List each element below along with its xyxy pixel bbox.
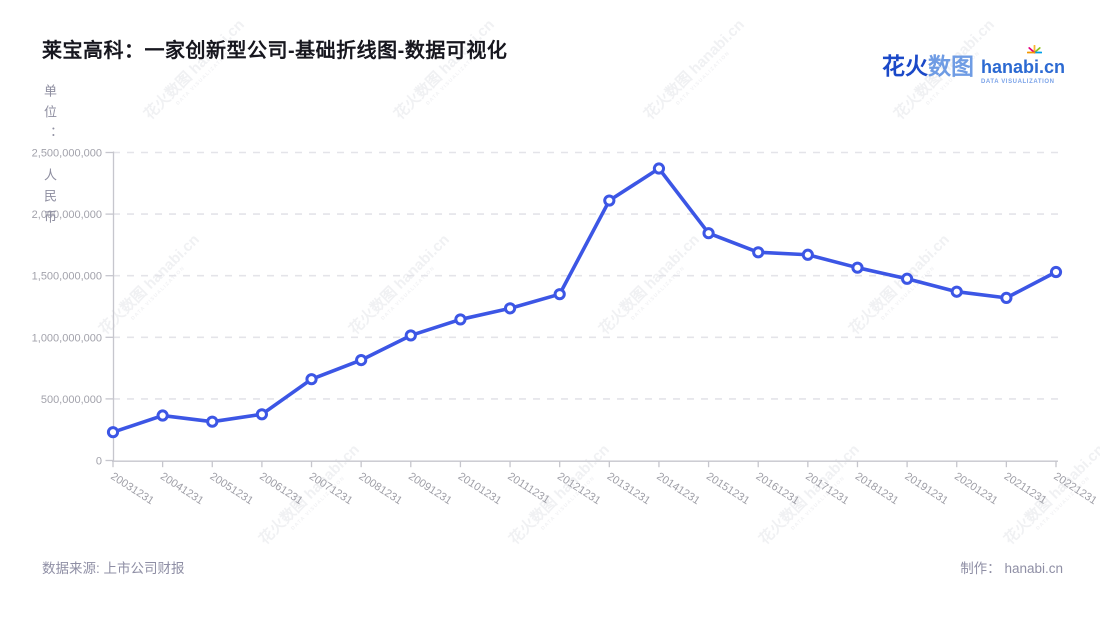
data-point[interactable] [801,248,814,261]
x-tick-label: 20081231 [357,470,405,507]
sparkle-icon [1026,45,1042,54]
data-point[interactable] [652,162,666,175]
data-point[interactable] [305,373,318,386]
x-tick-label: 20101231 [456,470,504,507]
y-axis-unit-label-bottom: 人民币 [42,168,57,231]
y-tick-label: 1,500,000,000 [32,271,102,283]
x-tick-label: 20141231 [654,470,702,507]
y-tick-label: 2,000,000,000 [32,209,102,221]
logo-domain-block: hanabi.cn DATA VISUALIZATION [980,45,1065,85]
data-source-note: 数据来源: 上市公司财报 [42,561,185,576]
x-tick-label: 20031231 [108,470,156,507]
data-point[interactable] [950,285,963,298]
x-tick-label: 20211231 [1002,470,1049,506]
x-tick-label: 20041231 [158,470,206,507]
data-point[interactable] [156,409,169,422]
data-point[interactable] [553,288,566,301]
line-series [111,166,1058,434]
page-title: 莱宝高科：一家创新型公司-基础折线图-数据可视化 [42,40,508,62]
data-point[interactable] [255,408,268,421]
hanabi-logo: 花火数图 hanabi.cn DATA VISUALIZATION [882,45,1065,85]
credit-note: 制作： hanabi.cn [960,561,1063,576]
logo-tagline: DATA VISUALIZATION [980,79,1055,85]
data-point[interactable] [1000,291,1013,304]
x-tick-label: 20071231 [307,470,355,507]
x-tick-label: 20121231 [555,470,603,507]
x-tick-label: 20161231 [754,470,802,507]
y-tick-label: 2,500,000,000 [32,148,102,160]
y-tick-label: 0 [96,456,102,468]
x-tick-label: 20181231 [853,470,901,507]
x-tick-label: 20131231 [605,470,653,507]
y-tick-label: 500,000,000 [41,394,102,406]
logo-brand-cn: 花火数图 [882,55,974,78]
x-tick-label: 20061231 [257,470,305,507]
data-point[interactable] [503,302,517,315]
logo-brand-cn-primary: 花火 [881,53,928,79]
data-point[interactable] [355,353,368,367]
logo-brand-cn-secondary: 数图 [927,53,974,79]
x-tick-label: 20151231 [704,470,752,507]
y-tick-label: 1,000,000,000 [32,332,102,344]
data-point[interactable] [206,415,219,428]
x-tick-label: 20221231 [1051,470,1099,507]
data-point[interactable] [404,329,417,342]
y-axis-unit-label-top: 单位： [42,84,57,147]
x-tick-label: 20171231 [803,470,851,507]
x-tick-label: 20191231 [902,470,950,507]
data-point[interactable] [901,272,914,285]
data-point[interactable] [603,194,616,207]
x-tick-label: 20091231 [406,470,454,507]
data-point[interactable] [454,313,467,326]
data-point[interactable] [851,261,864,274]
logo-domain-text: hanabi.cn [980,57,1065,77]
data-point[interactable] [752,246,765,259]
data-point[interactable] [106,426,120,439]
x-tick-label: 20111231 [505,470,551,506]
x-tick-label: 20201231 [952,470,1000,507]
data-point[interactable] [702,227,715,240]
data-point[interactable] [1049,265,1063,279]
x-tick-label: 20051231 [208,470,256,507]
